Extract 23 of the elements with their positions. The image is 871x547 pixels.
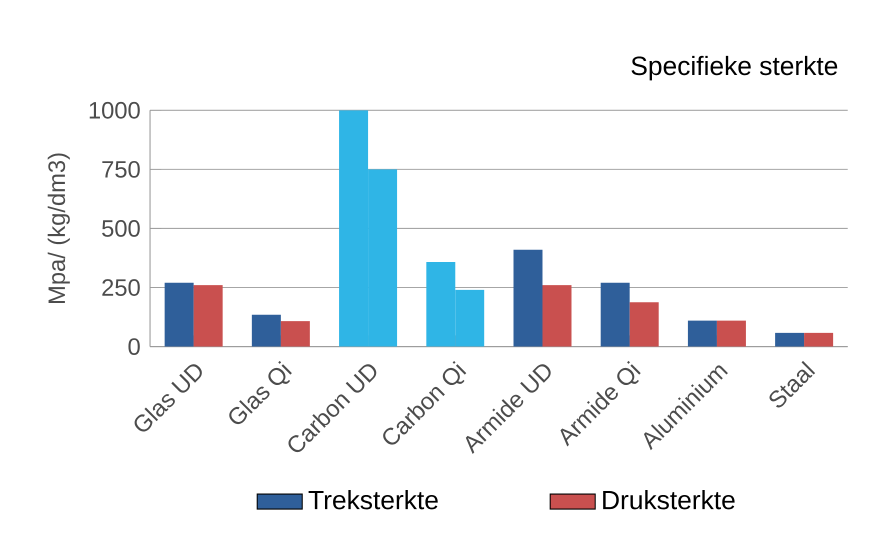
- bar: [775, 332, 804, 347]
- bar: [688, 320, 717, 347]
- y-tick-label: 250: [102, 279, 140, 296]
- bar: [513, 250, 542, 347]
- bar: [600, 282, 630, 347]
- y-tick-label: 500: [102, 220, 140, 237]
- bar: [280, 321, 310, 347]
- y-tick-label: 1000: [90, 102, 140, 119]
- bar: [194, 285, 223, 347]
- bar: [716, 320, 746, 347]
- y-tick-label: 0: [128, 338, 140, 356]
- legend-label: Treksterkte: [308, 490, 438, 510]
- x-tick-label: Glas Qi: [229, 360, 292, 424]
- bar: [164, 282, 194, 347]
- y-tick-label: 750: [102, 160, 140, 178]
- chart-title: Specifieke sterkte: [632, 56, 838, 80]
- bar: [542, 285, 572, 347]
- y-axis-title: Mpa/ (kg/dm3): [48, 153, 70, 304]
- bar: [630, 302, 659, 347]
- bar: [804, 332, 834, 347]
- bar: [252, 314, 281, 347]
- x-tick-label: Glas UD: [134, 364, 202, 432]
- legend-label: Druksterkte: [603, 490, 735, 510]
